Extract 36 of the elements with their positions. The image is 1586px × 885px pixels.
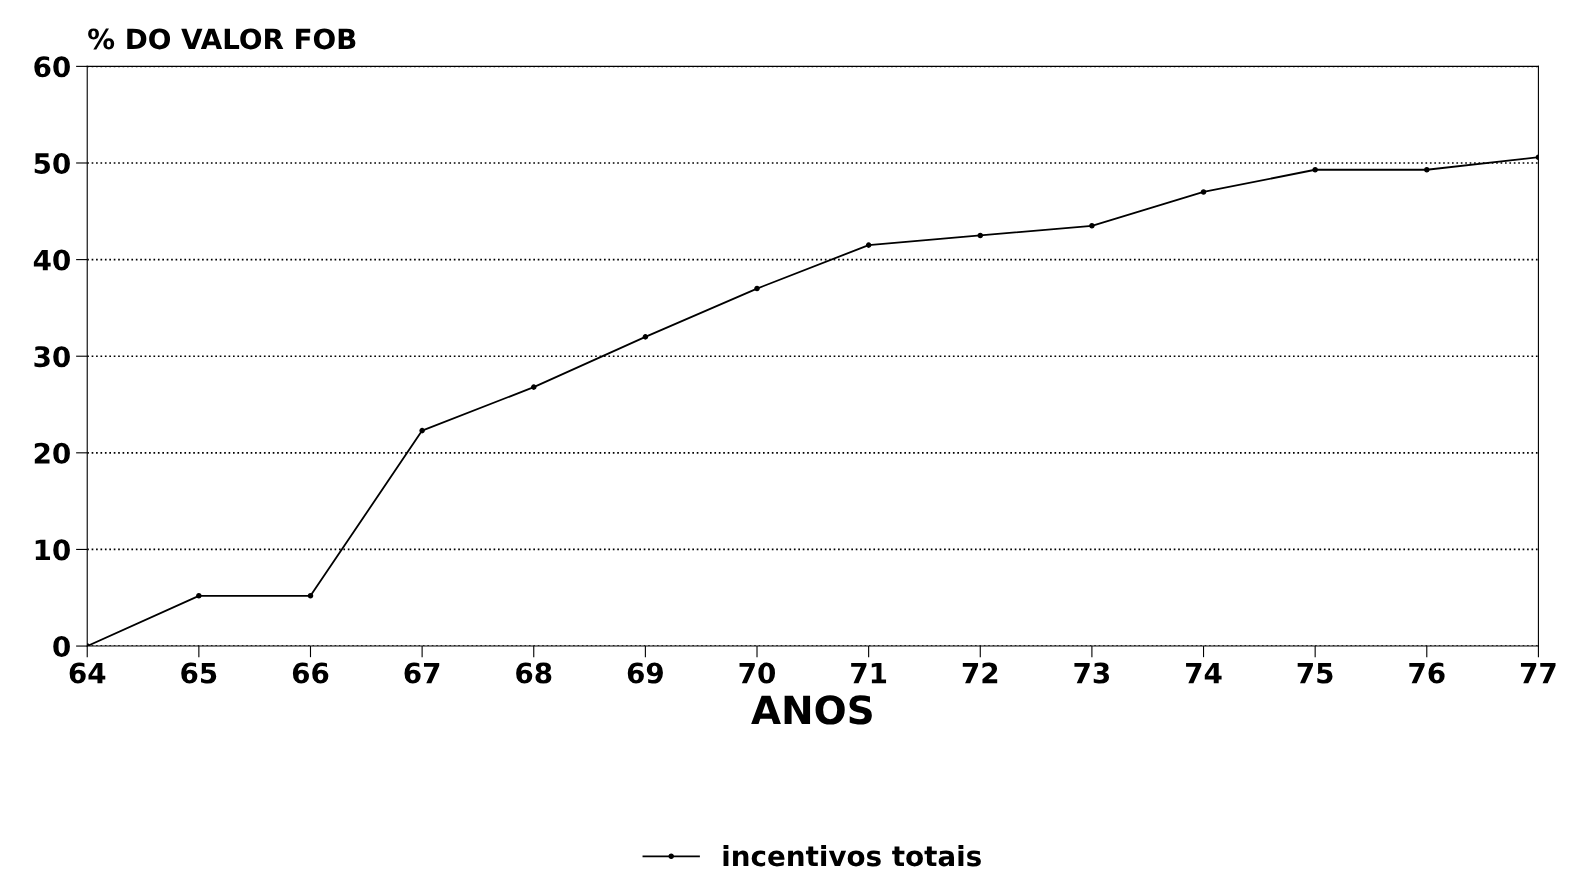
y-tick-label: 20	[34, 442, 70, 464]
x-tick-label: 76	[1409, 662, 1445, 684]
y-tick-label: 0	[53, 635, 70, 657]
y-tick-label: 40	[33, 249, 70, 271]
x-tick-label: 69	[627, 662, 663, 684]
point	[642, 334, 649, 340]
point	[419, 427, 425, 434]
x-tick-label: 75	[1297, 662, 1333, 684]
point	[977, 232, 984, 239]
x-tick-label: 65	[181, 662, 217, 684]
y-tick-label: 50	[34, 152, 70, 174]
x-tick-label: 66	[292, 662, 329, 684]
point	[1089, 223, 1095, 229]
point	[307, 593, 314, 599]
y-tick-label: 10	[35, 539, 70, 561]
x-tick-label: 74	[1186, 662, 1222, 684]
y-tick-label: 30	[34, 346, 70, 368]
point	[865, 242, 872, 248]
y-tick-label: 60	[34, 56, 70, 78]
point	[196, 593, 202, 599]
x-tick-label: 72	[962, 662, 998, 684]
x-tick-label: 77	[1520, 662, 1556, 684]
x-tick-label: 71	[851, 662, 887, 684]
x-tick-label: 68	[516, 662, 552, 684]
point	[1312, 166, 1318, 173]
point	[754, 285, 760, 292]
x-axis-title: ANOS	[751, 695, 872, 725]
legend-label: incentivos totais	[723, 844, 981, 867]
x-tick-label: 64	[69, 662, 106, 684]
point	[530, 384, 537, 390]
x-tick-label: 70	[739, 662, 776, 684]
x-tick-label: 73	[1074, 662, 1110, 684]
point	[1200, 189, 1207, 195]
point	[1424, 166, 1430, 173]
y-axis-title: % DO VALOR FOB	[88, 28, 356, 50]
x-tick-label: 67	[404, 662, 440, 684]
